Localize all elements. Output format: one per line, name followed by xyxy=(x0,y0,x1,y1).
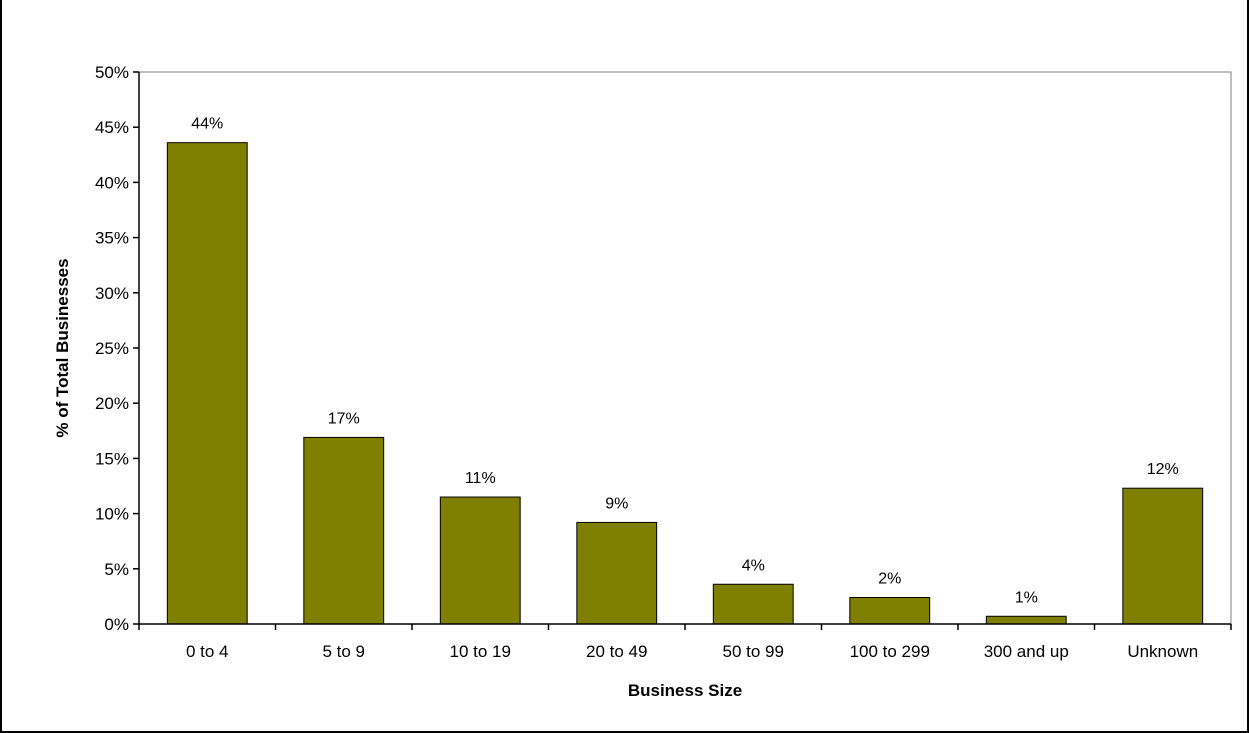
data-label: 44% xyxy=(191,116,223,133)
data-labels-group: 44% 17% 11% 9% 4% 2% 1% 12% xyxy=(191,116,1179,607)
bar xyxy=(166,142,248,625)
data-label: 1% xyxy=(1015,589,1038,606)
y-axis-title: % of Total Businesses xyxy=(53,258,72,437)
x-tick-label: 20 to 49 xyxy=(586,642,647,661)
y-tick-label: 10% xyxy=(95,505,129,524)
y-tick-label: 30% xyxy=(95,284,129,303)
x-tick-label: 5 to 9 xyxy=(322,642,365,661)
bar xyxy=(439,496,521,625)
y-tick-label: 25% xyxy=(95,339,129,358)
bar xyxy=(576,521,658,625)
x-tick-label: 100 to 299 xyxy=(850,642,930,661)
bar xyxy=(1122,487,1204,625)
x-tick-label: Unknown xyxy=(1127,642,1198,661)
y-tick-label: 0% xyxy=(104,615,129,634)
data-label: 11% xyxy=(465,470,496,487)
x-axis-title: Business Size xyxy=(628,681,742,700)
y-tick-label: 5% xyxy=(104,560,129,579)
x-axis: 0 to 4 5 to 9 10 to 19 20 to 49 50 to 99 100 … xyxy=(138,623,1232,661)
bar xyxy=(985,615,1067,625)
bar xyxy=(712,583,794,625)
x-tick-label: 300 and up xyxy=(984,642,1069,661)
y-tick-label: 50% xyxy=(95,63,129,82)
data-label: 4% xyxy=(742,557,765,574)
x-tick-label: 0 to 4 xyxy=(186,642,229,661)
plot-area xyxy=(138,71,1232,625)
data-label: 17% xyxy=(328,410,360,427)
x-tick-label: 50 to 99 xyxy=(723,642,784,661)
y-tick-label: 35% xyxy=(95,229,129,248)
bar xyxy=(303,436,385,625)
data-label: 9% xyxy=(605,495,628,512)
bars-group xyxy=(166,142,1204,625)
y-tick-label: 40% xyxy=(95,173,129,192)
y-tick-label: 45% xyxy=(95,118,129,137)
data-label: 2% xyxy=(878,571,901,588)
y-tick-label: 20% xyxy=(95,394,129,413)
y-tick-label: 15% xyxy=(95,449,129,468)
y-axis: 0% 5% 10% 15% 20% 25% 30% 35% 40% 45% 50% xyxy=(95,63,140,634)
data-label: 12% xyxy=(1147,461,1179,478)
x-tick-label: 10 to 19 xyxy=(450,642,511,661)
bar xyxy=(849,597,931,625)
